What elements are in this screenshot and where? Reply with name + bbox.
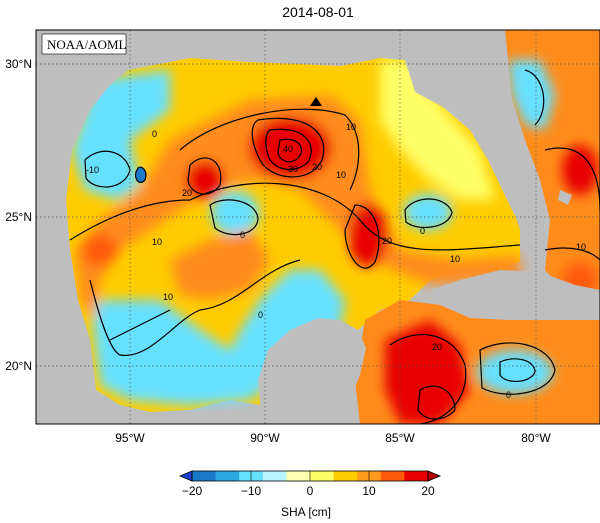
colorbar-segment <box>380 471 405 481</box>
colorbar-segment <box>192 471 216 481</box>
lon-tick-label: 90°W <box>250 431 280 445</box>
lat-tick-label: 20°N <box>5 359 32 373</box>
colorbar: −20 −10 0 10 20 <box>178 470 442 498</box>
colorbar-segment <box>286 471 311 481</box>
contour-label: 20 <box>382 236 392 246</box>
colorbar-max-arrow <box>427 470 442 482</box>
contour-label: 0 <box>506 390 511 400</box>
lat-tick-label: 25°N <box>5 210 32 224</box>
contour-label: 10 <box>346 122 356 132</box>
contour-label: 0 <box>258 310 263 320</box>
bahamas-land <box>558 190 572 205</box>
yucatan-land <box>258 318 366 424</box>
colorbar-segment <box>404 471 429 481</box>
map-frame <box>35 29 600 425</box>
contour-label: 20 <box>432 342 442 352</box>
contour-label: 0 <box>152 129 157 139</box>
colorbar-segment <box>215 471 240 481</box>
colorbar-tick-label: 10 <box>362 484 376 498</box>
contour-label: 0 <box>240 230 245 240</box>
florida-land <box>405 30 545 228</box>
contour-label: 20 <box>312 162 322 172</box>
colorbar-segment <box>333 471 358 481</box>
colorbar-tick-label: −10 <box>241 484 262 498</box>
lon-tick-label: 85°W <box>385 431 415 445</box>
map-plot-area <box>36 30 600 424</box>
contour-lines <box>69 69 600 424</box>
graticule <box>36 30 600 424</box>
triangle-marker <box>310 97 322 106</box>
contour-label: 10 <box>152 237 162 247</box>
lon-axis: 95°W 90°W 85°W 80°W <box>115 431 551 445</box>
contour-label: 10 <box>450 254 460 264</box>
contour-label: 30 <box>288 164 298 174</box>
colorbar-tick-label: 0 <box>307 484 314 498</box>
colorbar-tick-label: −20 <box>182 484 203 498</box>
contour-label: -10 <box>86 165 99 175</box>
lon-tick-label: 80°W <box>521 431 551 445</box>
lon-tick-label: 95°W <box>115 431 145 445</box>
colorbar-tick-label: 20 <box>421 484 435 498</box>
lat-tick-label: 30°N <box>5 57 32 71</box>
contour-label: 40 <box>283 144 293 154</box>
credit-box: NOAA/AOML <box>41 33 127 55</box>
map-title: 2014-08-01 <box>282 4 354 20</box>
contour-label: 20 <box>182 188 192 198</box>
contour-label: 10 <box>336 170 346 180</box>
colorbar-label: SHA [cm] <box>281 505 331 519</box>
credit-text: NOAA/AOML <box>47 37 127 52</box>
mexico-land <box>36 30 262 424</box>
contour-label: 10 <box>576 242 586 252</box>
contour-label: 0 <box>420 226 425 236</box>
colorbar-min-arrow <box>178 470 193 482</box>
contour-label: 10 <box>163 292 173 302</box>
colorbar-segment <box>262 471 287 481</box>
contour-label-layer: 0 10 20 30 40 -10 0 10 20 0 10 20 0 10 2… <box>86 122 586 400</box>
colorbar-segment <box>310 471 334 481</box>
us-coast-land <box>128 30 405 70</box>
lat-axis: 30°N 25°N 20°N <box>5 57 32 373</box>
cuba-land <box>430 270 600 318</box>
